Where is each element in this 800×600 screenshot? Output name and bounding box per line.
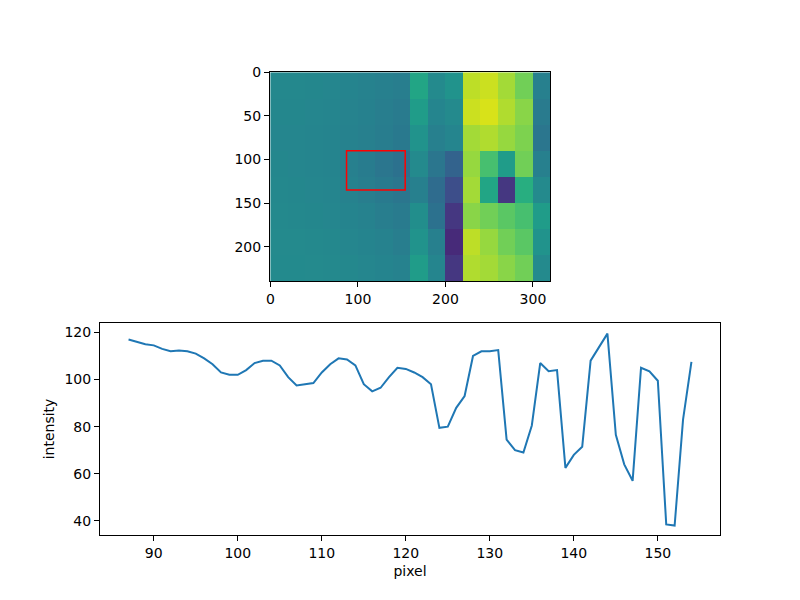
svg-text:120: 120 [392,545,419,561]
svg-text:40: 40 [73,513,91,529]
svg-text:pixel: pixel [393,563,426,579]
svg-text:150: 150 [644,545,671,561]
svg-text:100: 100 [64,371,91,387]
svg-text:100: 100 [345,291,372,307]
svg-text:100: 100 [224,545,251,561]
svg-text:50: 50 [243,108,261,124]
svg-text:200: 200 [432,291,459,307]
svg-text:140: 140 [560,545,587,561]
svg-text:300: 300 [520,291,547,307]
svg-text:80: 80 [73,419,91,435]
svg-text:90: 90 [145,545,163,561]
svg-text:100: 100 [234,151,261,167]
svg-text:150: 150 [234,195,261,211]
svg-text:110: 110 [308,545,335,561]
svg-text:0: 0 [252,64,261,80]
svg-text:200: 200 [234,239,261,255]
svg-text:0: 0 [266,291,275,307]
svg-text:120: 120 [64,324,91,340]
svg-text:60: 60 [73,466,91,482]
svg-text:130: 130 [476,545,503,561]
svg-text:intensity: intensity [41,399,57,460]
